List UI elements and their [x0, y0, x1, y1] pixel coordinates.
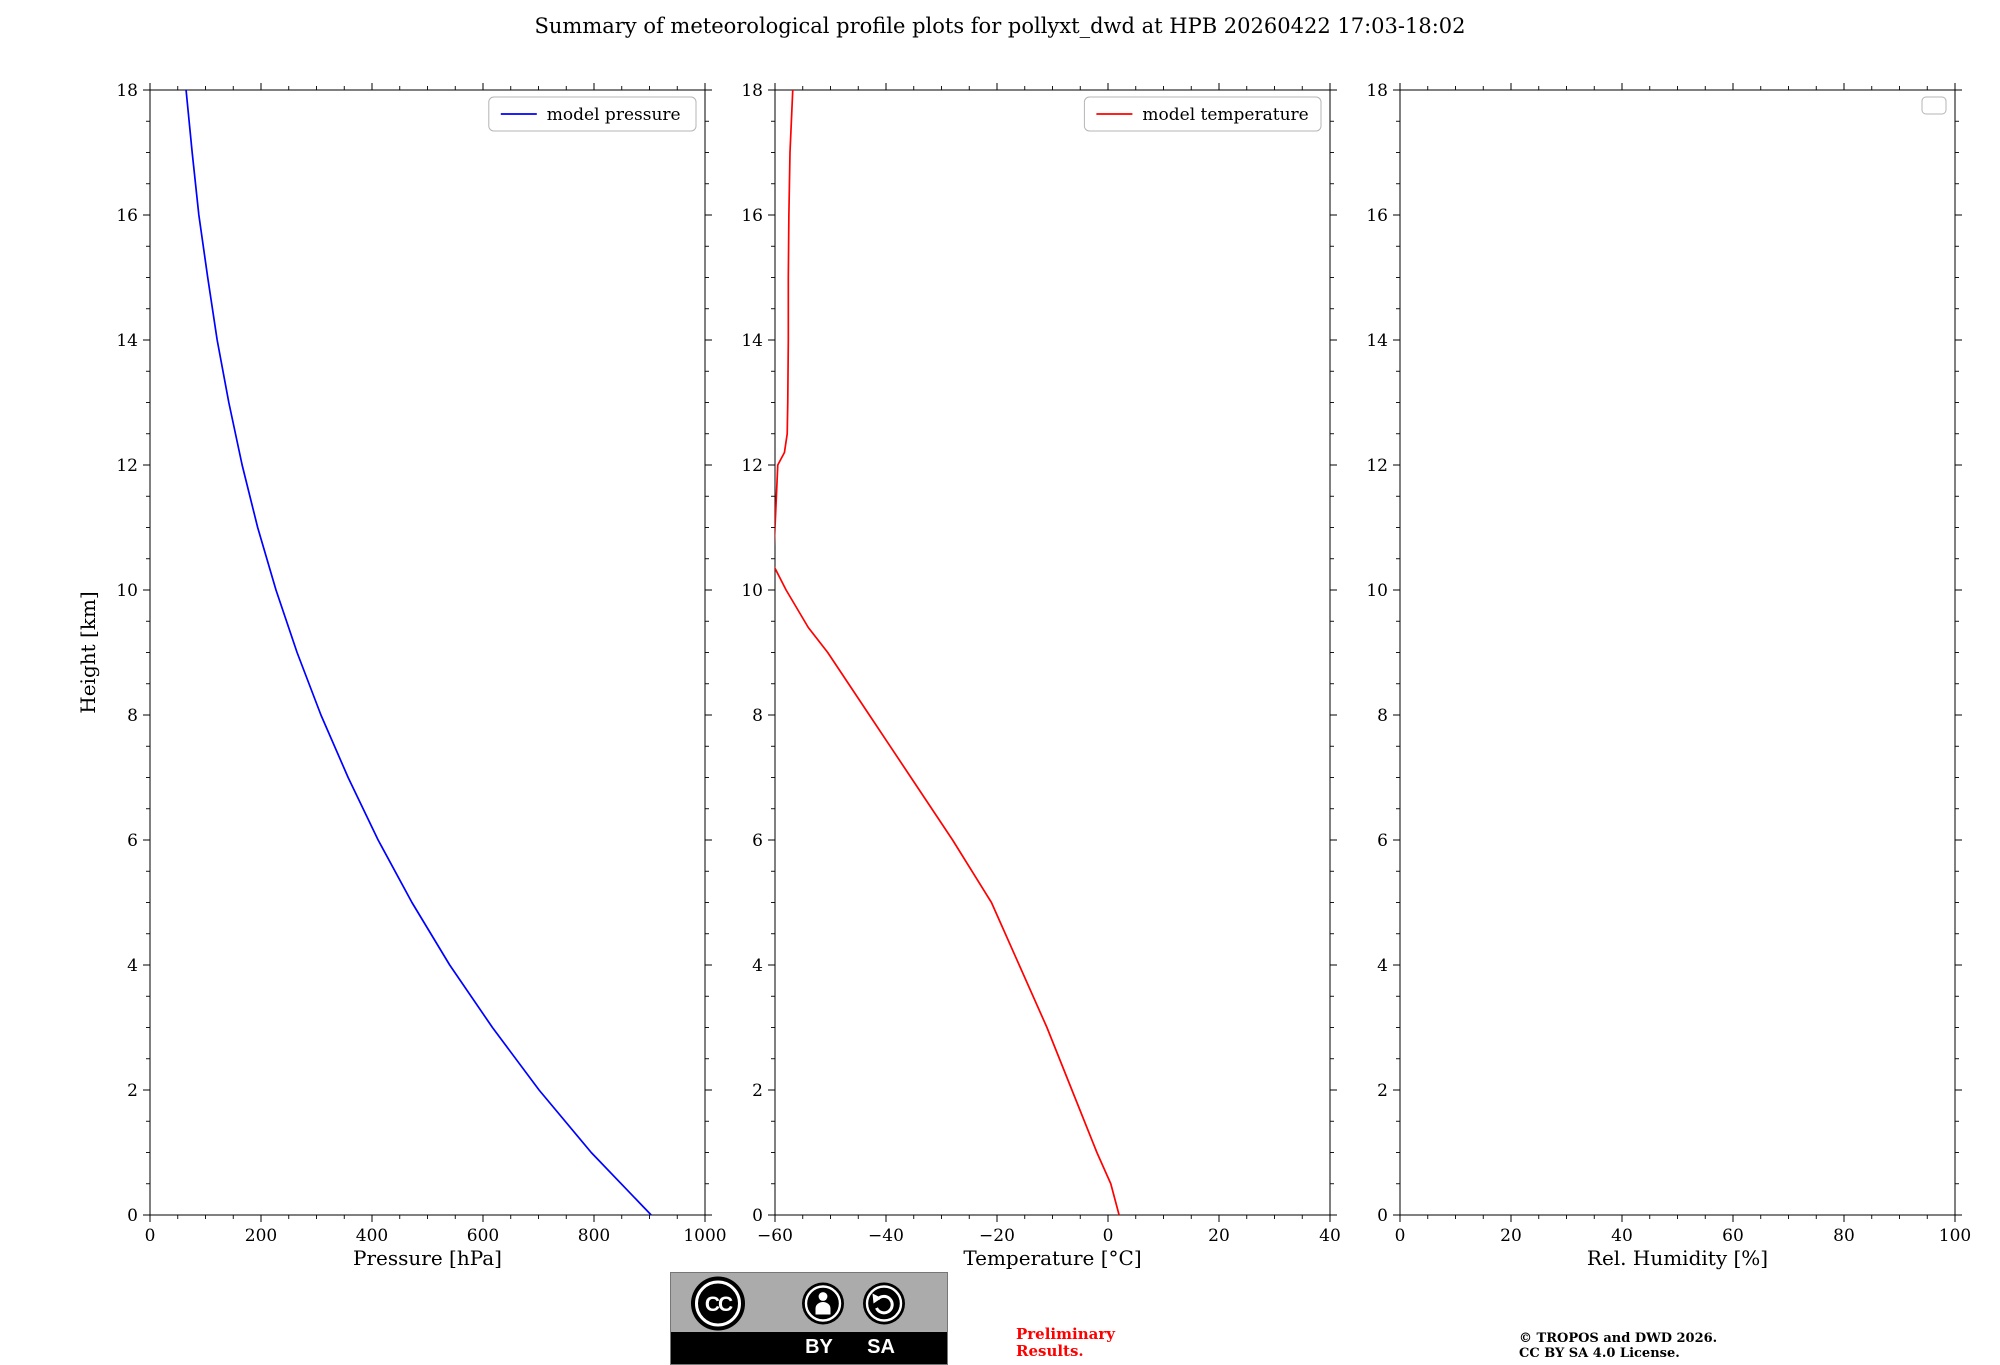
svg-text:200: 200: [245, 1226, 277, 1246]
svg-text:model pressure: model pressure: [547, 105, 681, 125]
svg-text:6: 6: [127, 831, 138, 851]
cc-badge-labels: BY SA: [671, 1332, 947, 1364]
copyright-line-2: CC BY SA 4.0 License.: [1519, 1346, 1680, 1361]
cc-badge-icons-svg: CC: [691, 1276, 905, 1331]
cc-sa-label: SA: [867, 1336, 895, 1358]
svg-text:2: 2: [127, 1081, 138, 1101]
svg-text:12: 12: [1366, 456, 1388, 476]
cc-by-label: BY: [805, 1336, 833, 1358]
svg-text:20: 20: [1500, 1226, 1522, 1246]
person-icon: [802, 1282, 844, 1325]
humidity-panel: 0 20 40 60 80 100 0 2 4 6 8 10 12 14 16 18 Rel. Humidity…: [1366, 81, 1971, 1270]
svg-text:0: 0: [127, 1206, 138, 1226]
svg-text:10: 10: [1366, 581, 1388, 601]
svg-text:100: 100: [1939, 1226, 1971, 1246]
pressure-legend: model pressure: [488, 96, 697, 132]
model-pressure-line: [185, 90, 652, 1215]
pressure-xaxis-label: Pressure [hPa]: [353, 1246, 502, 1270]
svg-text:4: 4: [752, 956, 763, 976]
temperature-panel: −60 −40 −20 0 20 40 0 2 4 6 8 10 12 14 16 18 Temperature…: [741, 81, 1340, 1270]
svg-text:14: 14: [116, 331, 138, 351]
model-temperature-line: [775, 90, 1120, 1215]
copyright-line-1: © TROPOS and DWD 2026.: [1519, 1331, 1718, 1346]
cc-logo-icon: CC: [691, 1276, 745, 1331]
temperature-xaxis-label: Temperature [°C]: [963, 1246, 1141, 1270]
svg-text:4: 4: [127, 956, 138, 976]
preliminary-line-2: Results.: [1016, 1342, 1084, 1360]
humidity-xaxis-label: Rel. Humidity [%]: [1587, 1246, 1768, 1270]
humidity-legend-empty: [1921, 96, 1947, 115]
svg-text:2: 2: [1377, 1081, 1388, 1101]
svg-text:−60: −60: [757, 1226, 793, 1246]
svg-text:0: 0: [145, 1226, 156, 1246]
svg-text:80: 80: [1833, 1226, 1855, 1246]
svg-text:16: 16: [116, 206, 138, 226]
svg-text:0: 0: [1395, 1226, 1406, 1246]
svg-text:14: 14: [741, 331, 763, 351]
temperature-legend: model temperature: [1083, 96, 1322, 132]
svg-text:18: 18: [116, 81, 138, 101]
svg-text:20: 20: [1208, 1226, 1230, 1246]
svg-text:400: 400: [356, 1226, 388, 1246]
svg-text:16: 16: [741, 206, 763, 226]
cc-by-sa-badge: CC BY SA: [670, 1272, 948, 1365]
svg-text:6: 6: [752, 831, 763, 851]
svg-text:18: 18: [741, 81, 763, 101]
svg-text:−40: −40: [868, 1226, 904, 1246]
svg-text:model temperature: model temperature: [1142, 105, 1308, 125]
svg-text:18: 18: [1366, 81, 1388, 101]
svg-text:8: 8: [1377, 706, 1388, 726]
temperature-axes-frame: [774, 89, 1331, 1216]
svg-text:12: 12: [741, 456, 763, 476]
pressure-yaxis-label: Height [km]: [76, 591, 100, 713]
svg-text:14: 14: [1366, 331, 1388, 351]
pressure-axes-frame: [149, 89, 706, 1216]
svg-text:12: 12: [116, 456, 138, 476]
sa-arrow-icon: [863, 1282, 905, 1325]
svg-text:10: 10: [741, 581, 763, 601]
svg-text:0: 0: [1377, 1206, 1388, 1226]
svg-text:8: 8: [752, 706, 763, 726]
svg-text:2: 2: [752, 1081, 763, 1101]
svg-text:1000: 1000: [683, 1226, 726, 1246]
svg-text:60: 60: [1722, 1226, 1744, 1246]
copyright-note: © TROPOS and DWD 2026. CC BY SA 4.0 Lice…: [1519, 1331, 1717, 1361]
svg-text:10: 10: [116, 581, 138, 601]
svg-text:4: 4: [1377, 956, 1388, 976]
svg-text:6: 6: [1377, 831, 1388, 851]
svg-text:0: 0: [1103, 1226, 1114, 1246]
humidity-axes-frame: [1399, 89, 1956, 1216]
pressure-panel: 0 200 400 600 800 1000 0 2 4 6 8 10 12 14 16 18 Pressure…: [76, 81, 727, 1270]
svg-text:16: 16: [1366, 206, 1388, 226]
svg-text:0: 0: [752, 1206, 763, 1226]
figure-title: Summary of meteorological profile plots …: [534, 14, 1466, 38]
svg-text:8: 8: [127, 706, 138, 726]
svg-text:600: 600: [467, 1226, 499, 1246]
cc-badge-icons: CC: [671, 1273, 947, 1334]
svg-text:800: 800: [578, 1226, 610, 1246]
svg-text:CC: CC: [705, 1293, 733, 1316]
svg-text:40: 40: [1611, 1226, 1633, 1246]
svg-text:40: 40: [1319, 1226, 1341, 1246]
preliminary-note: Preliminary Results.: [1016, 1326, 1115, 1360]
svg-text:−20: −20: [979, 1226, 1015, 1246]
preliminary-line-1: Preliminary: [1016, 1325, 1115, 1343]
